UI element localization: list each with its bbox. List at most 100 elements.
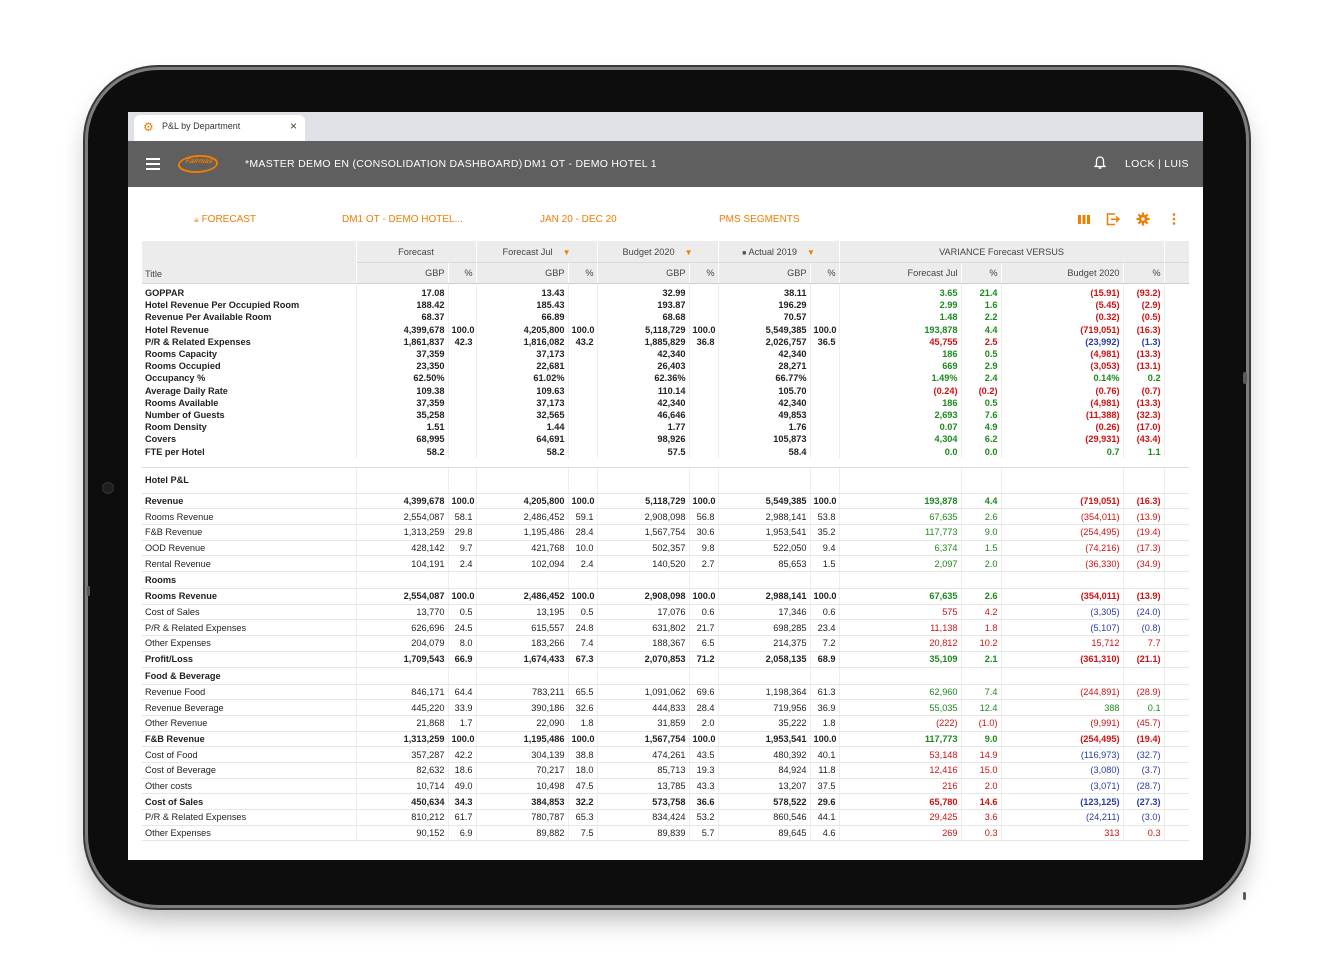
- column-header-actual[interactable]: ■ Actual 2019 ▼: [718, 241, 840, 263]
- table-cell: 10.0: [568, 540, 598, 557]
- table-cell: 18.0: [568, 762, 598, 779]
- table-cell: [961, 571, 1002, 590]
- table-row[interactable]: Profit/Loss 1,709,543 66.9 1,674,433 67.3 2,0…: [142, 651, 1189, 668]
- column-header-budget[interactable]: Budget 2020 ▼: [597, 241, 719, 263]
- bell-icon[interactable]: [1094, 156, 1106, 170]
- table-cell: 5,549,385: [718, 323, 811, 336]
- column-header-forecast-jul[interactable]: Forecast Jul ▼: [476, 241, 598, 263]
- table-cell: [839, 667, 962, 685]
- table-row[interactable]: Revenue Food 846,171 64.4 783,211 65.5 1,091,…: [142, 684, 1189, 701]
- table-cell: 32,565: [476, 408, 569, 422]
- kpi-row[interactable]: Rooms Occupied 23,350 22,681 26,403 28,271 66…: [142, 360, 1189, 373]
- kpi-row[interactable]: Room Density 1.51 1.44 1.77 1.76 0.07 4.9 (0.26…: [142, 421, 1189, 434]
- scenario-filter[interactable]: 🔒︎ FORECAST: [194, 214, 257, 225]
- more-vertical-icon[interactable]: [1167, 212, 1181, 226]
- kpi-row[interactable]: Covers 68,995 64,691 98,926 105,873 4,304 6.2(…: [142, 433, 1189, 446]
- table-row[interactable]: Rental Revenue 104,191 2.4 102,094 2.4 140,52…: [142, 555, 1189, 573]
- kpi-row[interactable]: Rooms Available 37,359 37,173 42,340 42,340 1…: [142, 396, 1189, 409]
- table-cell: 42,340: [718, 396, 811, 409]
- table-row[interactable]: F&B Revenue 1,313,259 100.0 1,195,486 100.0 1…: [142, 731, 1189, 748]
- hotel-filter[interactable]: DM1 OT - DEMO HOTEL...: [342, 214, 463, 225]
- subheader-gbp: GBP: [476, 262, 569, 284]
- row-label: Cost of Food: [142, 746, 357, 763]
- kpi-row[interactable]: FTE per Hotel 58.2 58.2 57.5 58.4 0.0 0.0 0.7 1.…: [142, 445, 1189, 458]
- table-cell: [568, 408, 598, 422]
- table-cell: 193,878: [839, 493, 962, 510]
- kpi-row[interactable]: Revenue Per Available Room 68.37 66.89 68.6…: [142, 311, 1189, 324]
- table-cell: [689, 421, 719, 434]
- hotel-selector[interactable]: DM1 OT - DEMO HOTEL 1: [524, 158, 657, 170]
- kpi-row[interactable]: Occupancy % 62.50% 61.02% 62.36% 66.77% 1.49%…: [142, 372, 1189, 385]
- table-cell: 6.2: [961, 433, 1002, 446]
- table-row[interactable]: Other Expenses 204,079 8.0 183,266 7.4 188,36…: [142, 635, 1189, 652]
- table-row[interactable]: Other costs 10,714 49.0 10,498 47.5 13,785 43.…: [142, 778, 1189, 795]
- table-row[interactable]: Revenue Beverage 445,220 33.9 390,186 32.6 44…: [142, 699, 1189, 716]
- browser-tab[interactable]: ⚙ P&L by Department ×: [134, 115, 305, 141]
- kpi-row[interactable]: Rooms Capacity 37,359 37,173 42,340 42,340 18…: [142, 347, 1189, 361]
- table-cell: 186: [839, 347, 962, 361]
- chevron-down-icon[interactable]: ▼: [562, 247, 571, 257]
- row-spacer: [1164, 283, 1189, 300]
- table-cell: 193,878: [839, 323, 962, 336]
- table-row[interactable]: Rooms Revenue 2,554,087 100.0 2,486,452 100.…: [142, 588, 1189, 605]
- lock-user-menu[interactable]: LOCK | LUIS: [1125, 158, 1189, 170]
- table-row[interactable]: Cost of Beverage 82,632 18.6 70,217 18.0 85,7…: [142, 762, 1189, 779]
- table-cell: (2.9): [1123, 299, 1165, 312]
- table-cell: (74,216): [1001, 540, 1124, 557]
- columns-icon[interactable]: [1077, 212, 1091, 226]
- table-cell: 522,050: [718, 540, 811, 557]
- kpi-row[interactable]: Number of Guests 35,258 32,565 46,646 49,853…: [142, 408, 1189, 422]
- chevron-down-icon[interactable]: ▼: [806, 247, 815, 257]
- kpi-row[interactable]: Hotel Revenue 4,399,678 100.0 4,205,800 100.…: [142, 323, 1189, 336]
- table-cell: 1,709,543: [356, 651, 449, 668]
- table-cell: (123,125): [1001, 793, 1124, 810]
- table-row[interactable]: P/R & Related Expenses 626,696 24.5 615,557…: [142, 619, 1189, 637]
- table-cell: [597, 571, 690, 590]
- close-icon[interactable]: ×: [290, 119, 298, 133]
- menu-icon[interactable]: [146, 158, 160, 170]
- table-cell: 100.0: [568, 731, 598, 748]
- table-row[interactable]: Cost of Sales 450,634 34.3 384,853 32.2 573,7…: [142, 793, 1189, 810]
- table-cell: (244,891): [1001, 684, 1124, 701]
- table-cell: 104,191: [356, 555, 449, 573]
- table-cell: 1.6: [961, 299, 1002, 312]
- table-cell: 21.7: [689, 619, 719, 637]
- row-label: Rooms Available: [142, 396, 357, 409]
- table-row[interactable]: F&B Revenue 1,313,259 29.8 1,195,486 28.4 1,5…: [142, 524, 1189, 541]
- table-row[interactable]: Rooms Revenue 2,554,087 58.1 2,486,452 59.1 2…: [142, 508, 1189, 525]
- section-header-row[interactable]: Hotel P&L: [142, 467, 1189, 494]
- app-header: Fairmas *MASTER DEMO EN (CONSOLIDATION D…: [128, 141, 1203, 187]
- table-cell: 23,350: [356, 360, 449, 373]
- table-cell: 1,953,541: [718, 731, 811, 748]
- period-filter[interactable]: JAN 20 - DEC 20: [540, 214, 617, 225]
- table-cell: 783,211: [476, 684, 569, 701]
- table-cell: 196.29: [718, 299, 811, 312]
- kpi-row[interactable]: P/R & Related Expenses 1,861,837 42.3 1,816…: [142, 335, 1189, 348]
- section-header-row[interactable]: Rooms: [142, 571, 1189, 590]
- table-cell: 0.1: [1123, 699, 1165, 716]
- table-cell: [810, 372, 840, 385]
- kpi-row[interactable]: Hotel Revenue Per Occupied Room 188.42 185…: [142, 299, 1189, 312]
- table-row[interactable]: Other Revenue 21,868 1.7 22,090 1.8 31,859 2.0…: [142, 715, 1189, 732]
- table-cell: 30.6: [689, 524, 719, 541]
- table-cell: [448, 421, 477, 434]
- section-header-row[interactable]: Food & Beverage: [142, 667, 1189, 685]
- chevron-down-icon[interactable]: ▼: [684, 247, 693, 257]
- kpi-row[interactable]: Average Daily Rate 109.38 109.63 110.14 105.…: [142, 384, 1189, 397]
- column-header-forecast[interactable]: Forecast: [356, 241, 477, 263]
- table-cell: 68.37: [356, 311, 449, 324]
- segments-filter[interactable]: PMS SEGMENTS: [719, 214, 800, 225]
- settings-gear-icon[interactable]: [1136, 212, 1150, 226]
- table-cell: [810, 347, 840, 361]
- table-row[interactable]: Other Expenses 90,152 6.9 89,882 7.5 89,839 5.…: [142, 825, 1189, 842]
- table-row[interactable]: Revenue 4,399,678 100.0 4,205,800 100.0 5,118…: [142, 493, 1189, 510]
- brand-logo[interactable]: Fairmas: [175, 155, 221, 173]
- table-cell: 9.0: [961, 524, 1002, 541]
- table-row[interactable]: Cost of Sales 13,770 0.5 13,195 0.5 17,076 0.6…: [142, 604, 1189, 621]
- table-row[interactable]: OOD Revenue 428,142 9.7 421,768 10.0 502,357 9…: [142, 540, 1189, 557]
- consolidation-title[interactable]: *MASTER DEMO EN (CONSOLIDATION DASHBOARD…: [245, 158, 523, 170]
- kpi-row[interactable]: GOPPAR 17.08 13.43 32.99 38.11 3.65 21.4 (15.91…: [142, 283, 1189, 300]
- export-icon[interactable]: [1106, 212, 1120, 226]
- table-row[interactable]: P/R & Related Expenses 810,212 61.7 780,787…: [142, 809, 1189, 826]
- table-row[interactable]: Cost of Food 357,287 42.2 304,139 38.8 474,26…: [142, 746, 1189, 763]
